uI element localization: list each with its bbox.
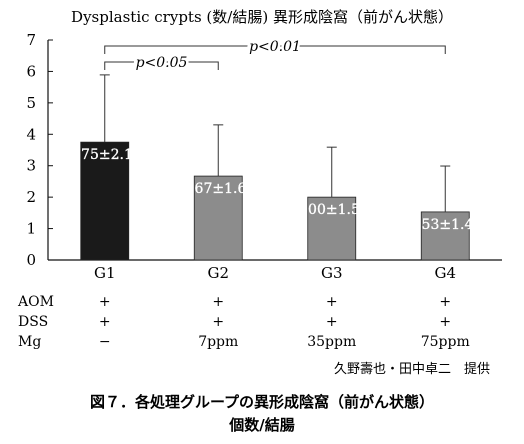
significance-bracket <box>104 45 446 54</box>
bar <box>420 211 470 261</box>
x-categories: G1 G2 G3 G4 <box>94 264 456 282</box>
bar <box>307 196 357 261</box>
data-label: 3.75±2.14 <box>68 147 142 163</box>
chart-title: Dysplastic crypts (数/結腸) 異形成陰窩（前がん状態） <box>71 8 453 26</box>
data-label: 2.67±1.63 <box>181 181 255 197</box>
significance-bracket <box>104 61 219 70</box>
condition-row-label: AOM <box>17 294 54 310</box>
condition-cell: 75ppm <box>421 334 470 350</box>
data-label: 1.53±1.46 <box>408 217 482 233</box>
y-tick-label: 7 <box>26 31 36 49</box>
figure-caption-line1: 図７．各処理グループの異形成陰窩（前がん状態） <box>90 393 434 411</box>
y-tick-label: 4 <box>26 125 36 143</box>
condition-cell: + <box>326 314 338 330</box>
condition-row-label: DSS <box>18 314 48 330</box>
bar <box>193 175 243 261</box>
data-label: 2.00±1.59 <box>295 202 369 218</box>
significance-label: p<0.01 <box>249 39 301 55</box>
y-tick-label: 0 <box>26 251 36 269</box>
significance-label: p<0.05 <box>136 55 188 71</box>
condition-row-label: Mg <box>18 334 41 350</box>
condition-cell: 35ppm <box>307 334 356 350</box>
condition-cell: 7ppm <box>198 334 238 350</box>
condition-cell: + <box>99 314 111 330</box>
y-ticks: 0 1 2 3 4 5 6 7 <box>26 31 53 269</box>
x-category-label: G4 <box>434 264 456 282</box>
significance-brackets: p<0.05 p<0.01 <box>104 37 446 74</box>
condition-cell: + <box>212 314 224 330</box>
condition-cell: − <box>99 334 111 350</box>
y-tick-label: 5 <box>26 94 36 112</box>
condition-cell: + <box>99 294 111 310</box>
y-tick-label: 6 <box>26 62 36 80</box>
y-tick-label: 2 <box>26 188 36 206</box>
x-category-label: G1 <box>94 264 116 282</box>
x-category-label: G3 <box>321 264 343 282</box>
condition-cell: + <box>439 314 451 330</box>
y-tick-label: 1 <box>26 220 36 238</box>
condition-cell: + <box>439 294 451 310</box>
condition-cell: + <box>326 294 338 310</box>
data-labels: 3.75±2.14 2.67±1.63 2.00±1.59 1.53±1.46 <box>68 147 483 233</box>
condition-cell: + <box>212 294 224 310</box>
x-category-label: G2 <box>207 264 229 282</box>
y-tick-label: 3 <box>26 157 36 175</box>
error-bars <box>99 74 451 212</box>
credit-text: 久野壽也・田中卓二 提供 <box>334 361 490 377</box>
condition-table: AOM + + + + DSS + + + + Mg − 7ppm 35ppm 75ppm <box>17 294 470 350</box>
bars <box>80 141 470 261</box>
figure-caption-line2: 個数/結腸 <box>228 416 294 434</box>
